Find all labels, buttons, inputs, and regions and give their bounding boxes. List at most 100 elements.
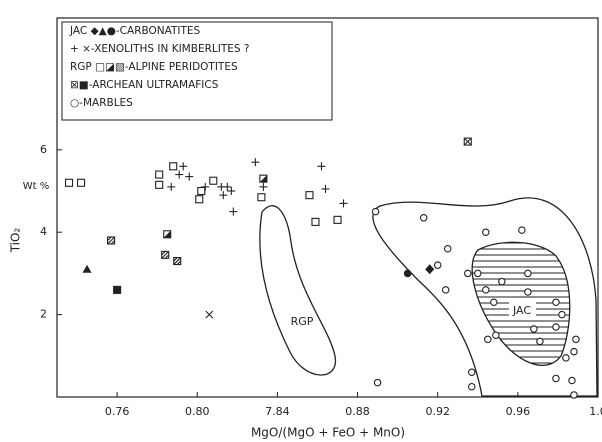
point	[195, 195, 204, 204]
legend-entry: RGP □◪▧-ALPINE PERIDOTITES	[70, 61, 238, 73]
point-part	[482, 286, 490, 294]
point-part	[110, 240, 115, 245]
point-part	[173, 257, 182, 265]
point	[524, 269, 532, 278]
point	[259, 182, 268, 191]
point-part	[113, 285, 122, 294]
point-part	[163, 230, 171, 238]
point-part	[107, 236, 115, 245]
point	[259, 174, 268, 183]
point-part	[155, 180, 164, 189]
point	[167, 182, 176, 191]
y-tick-label: 4	[40, 225, 47, 238]
point-part	[482, 228, 490, 236]
point	[64, 178, 74, 187]
plot-frame	[56, 17, 599, 398]
point-part	[524, 269, 532, 278]
point-part	[161, 250, 170, 259]
point	[185, 172, 194, 181]
x-axis-label: MgO/(MgO + FeO + MnO)	[251, 426, 405, 440]
point	[482, 286, 490, 294]
y-axis-label: TiO₂	[9, 228, 23, 254]
point	[321, 184, 330, 193]
point	[161, 250, 170, 259]
x-tick-label: 0.80	[185, 405, 210, 418]
point-part	[530, 325, 538, 333]
x-tick-label: 0.76	[105, 405, 130, 418]
point	[251, 158, 260, 167]
y-tick-label: 6	[40, 143, 47, 156]
legend-entry: JAC ◆▲●-CARBONATITES	[69, 25, 201, 37]
annotation-bg	[509, 302, 536, 319]
point-part	[464, 269, 472, 278]
legend-box	[61, 21, 333, 121]
point	[205, 310, 214, 319]
point	[305, 191, 314, 200]
legend-entry: ○-MARBLES	[70, 97, 133, 109]
point-part	[524, 288, 532, 296]
point	[464, 269, 472, 278]
point	[484, 335, 492, 344]
point	[82, 264, 92, 273]
point-part	[468, 382, 476, 391]
y-unit: Wt %	[23, 181, 50, 192]
point-part	[205, 310, 214, 319]
point-part	[572, 335, 580, 344]
point-part	[403, 269, 412, 278]
point	[562, 354, 570, 362]
point	[536, 337, 544, 346]
point-part	[552, 298, 560, 306]
point	[482, 228, 490, 236]
point	[498, 277, 506, 286]
point-part	[176, 260, 182, 265]
point-part	[195, 195, 204, 204]
point-part	[161, 250, 166, 256]
point-part	[155, 170, 164, 179]
point-part	[474, 269, 482, 278]
x-tick-label: 0.88	[345, 405, 370, 418]
point-part	[197, 186, 206, 196]
point-part	[209, 176, 218, 185]
point-part	[484, 335, 492, 344]
point	[155, 180, 164, 189]
point	[175, 170, 184, 179]
annotation: RGP	[291, 315, 314, 328]
point-part	[552, 374, 560, 383]
point-part	[558, 310, 566, 319]
point	[373, 378, 382, 387]
point	[339, 199, 348, 208]
x-tick-label: 7.84	[265, 405, 290, 418]
point-part	[76, 178, 86, 187]
annotation: JAC	[512, 304, 531, 317]
point-part	[107, 236, 112, 241]
point	[419, 214, 428, 222]
point	[107, 236, 116, 245]
point-part	[373, 378, 382, 387]
point	[179, 162, 188, 171]
point	[163, 230, 172, 239]
point	[197, 186, 206, 196]
point	[219, 191, 228, 200]
rgp-field	[259, 205, 337, 376]
legend-entry: + ×-XENOLITHS IN KIMBERLITES ?	[70, 43, 249, 55]
point	[552, 374, 560, 383]
point-part	[333, 215, 342, 224]
marble-field	[372, 197, 598, 397]
point	[371, 207, 380, 216]
point-part	[64, 178, 74, 187]
point	[518, 226, 526, 234]
point-part	[468, 368, 476, 377]
point	[570, 391, 578, 399]
point	[441, 286, 450, 294]
point	[403, 269, 412, 278]
point-part	[562, 354, 570, 362]
point	[463, 137, 472, 146]
point	[524, 288, 532, 296]
point-part	[490, 298, 498, 306]
point-part	[518, 226, 526, 234]
point	[223, 182, 232, 191]
point-part	[492, 331, 500, 339]
legend-entry: ⊠■-ARCHEAN ULTRAMAFICS	[70, 79, 219, 91]
point	[76, 178, 86, 187]
point-part	[433, 261, 442, 269]
